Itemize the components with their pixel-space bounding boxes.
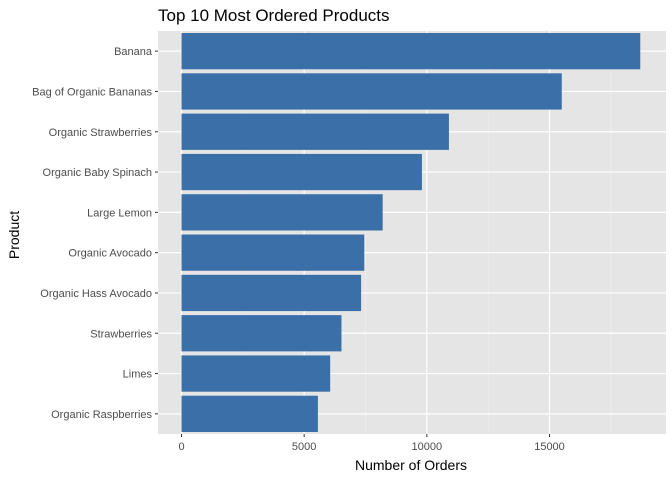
- y-tick-label: Large Lemon: [87, 207, 152, 219]
- bar: [181, 33, 641, 70]
- y-tick-label: Organic Raspberries: [51, 409, 152, 421]
- bar: [181, 315, 342, 352]
- y-tick-label: Organic Baby Spinach: [43, 167, 152, 179]
- x-axis-label: Number of Orders: [355, 457, 467, 473]
- bar: [181, 234, 365, 271]
- y-tick-label: Organic Avocado: [68, 248, 152, 260]
- y-tick-label: Banana: [114, 46, 153, 58]
- bar: [181, 153, 422, 191]
- y-tick-label: Bag of Organic Bananas: [32, 86, 152, 98]
- y-tick-label: Organic Strawberries: [49, 127, 153, 139]
- bar: [181, 194, 383, 231]
- x-axis: 0 5000 10000 15000: [178, 434, 565, 453]
- y-tick-label: Limes: [123, 369, 153, 381]
- bar: [181, 274, 362, 312]
- bar: [181, 113, 449, 150]
- x-tick-label: 10000: [412, 441, 443, 453]
- x-tick-label: 15000: [534, 441, 565, 453]
- bar: [181, 355, 331, 392]
- bar: [181, 73, 562, 110]
- bars: [181, 33, 641, 432]
- y-axis: Banana Bag of Organic Bananas Organic Stra…: [32, 46, 158, 421]
- chart-title: Top 10 Most Ordered Products: [158, 6, 390, 25]
- y-axis-label: Product: [6, 211, 22, 259]
- y-tick-label: Strawberries: [90, 328, 152, 340]
- bar: [181, 395, 318, 432]
- x-tick-label: 5000: [292, 441, 316, 453]
- y-tick-label: Organic Hass Avocado: [40, 288, 152, 300]
- x-tick-label: 0: [178, 441, 184, 453]
